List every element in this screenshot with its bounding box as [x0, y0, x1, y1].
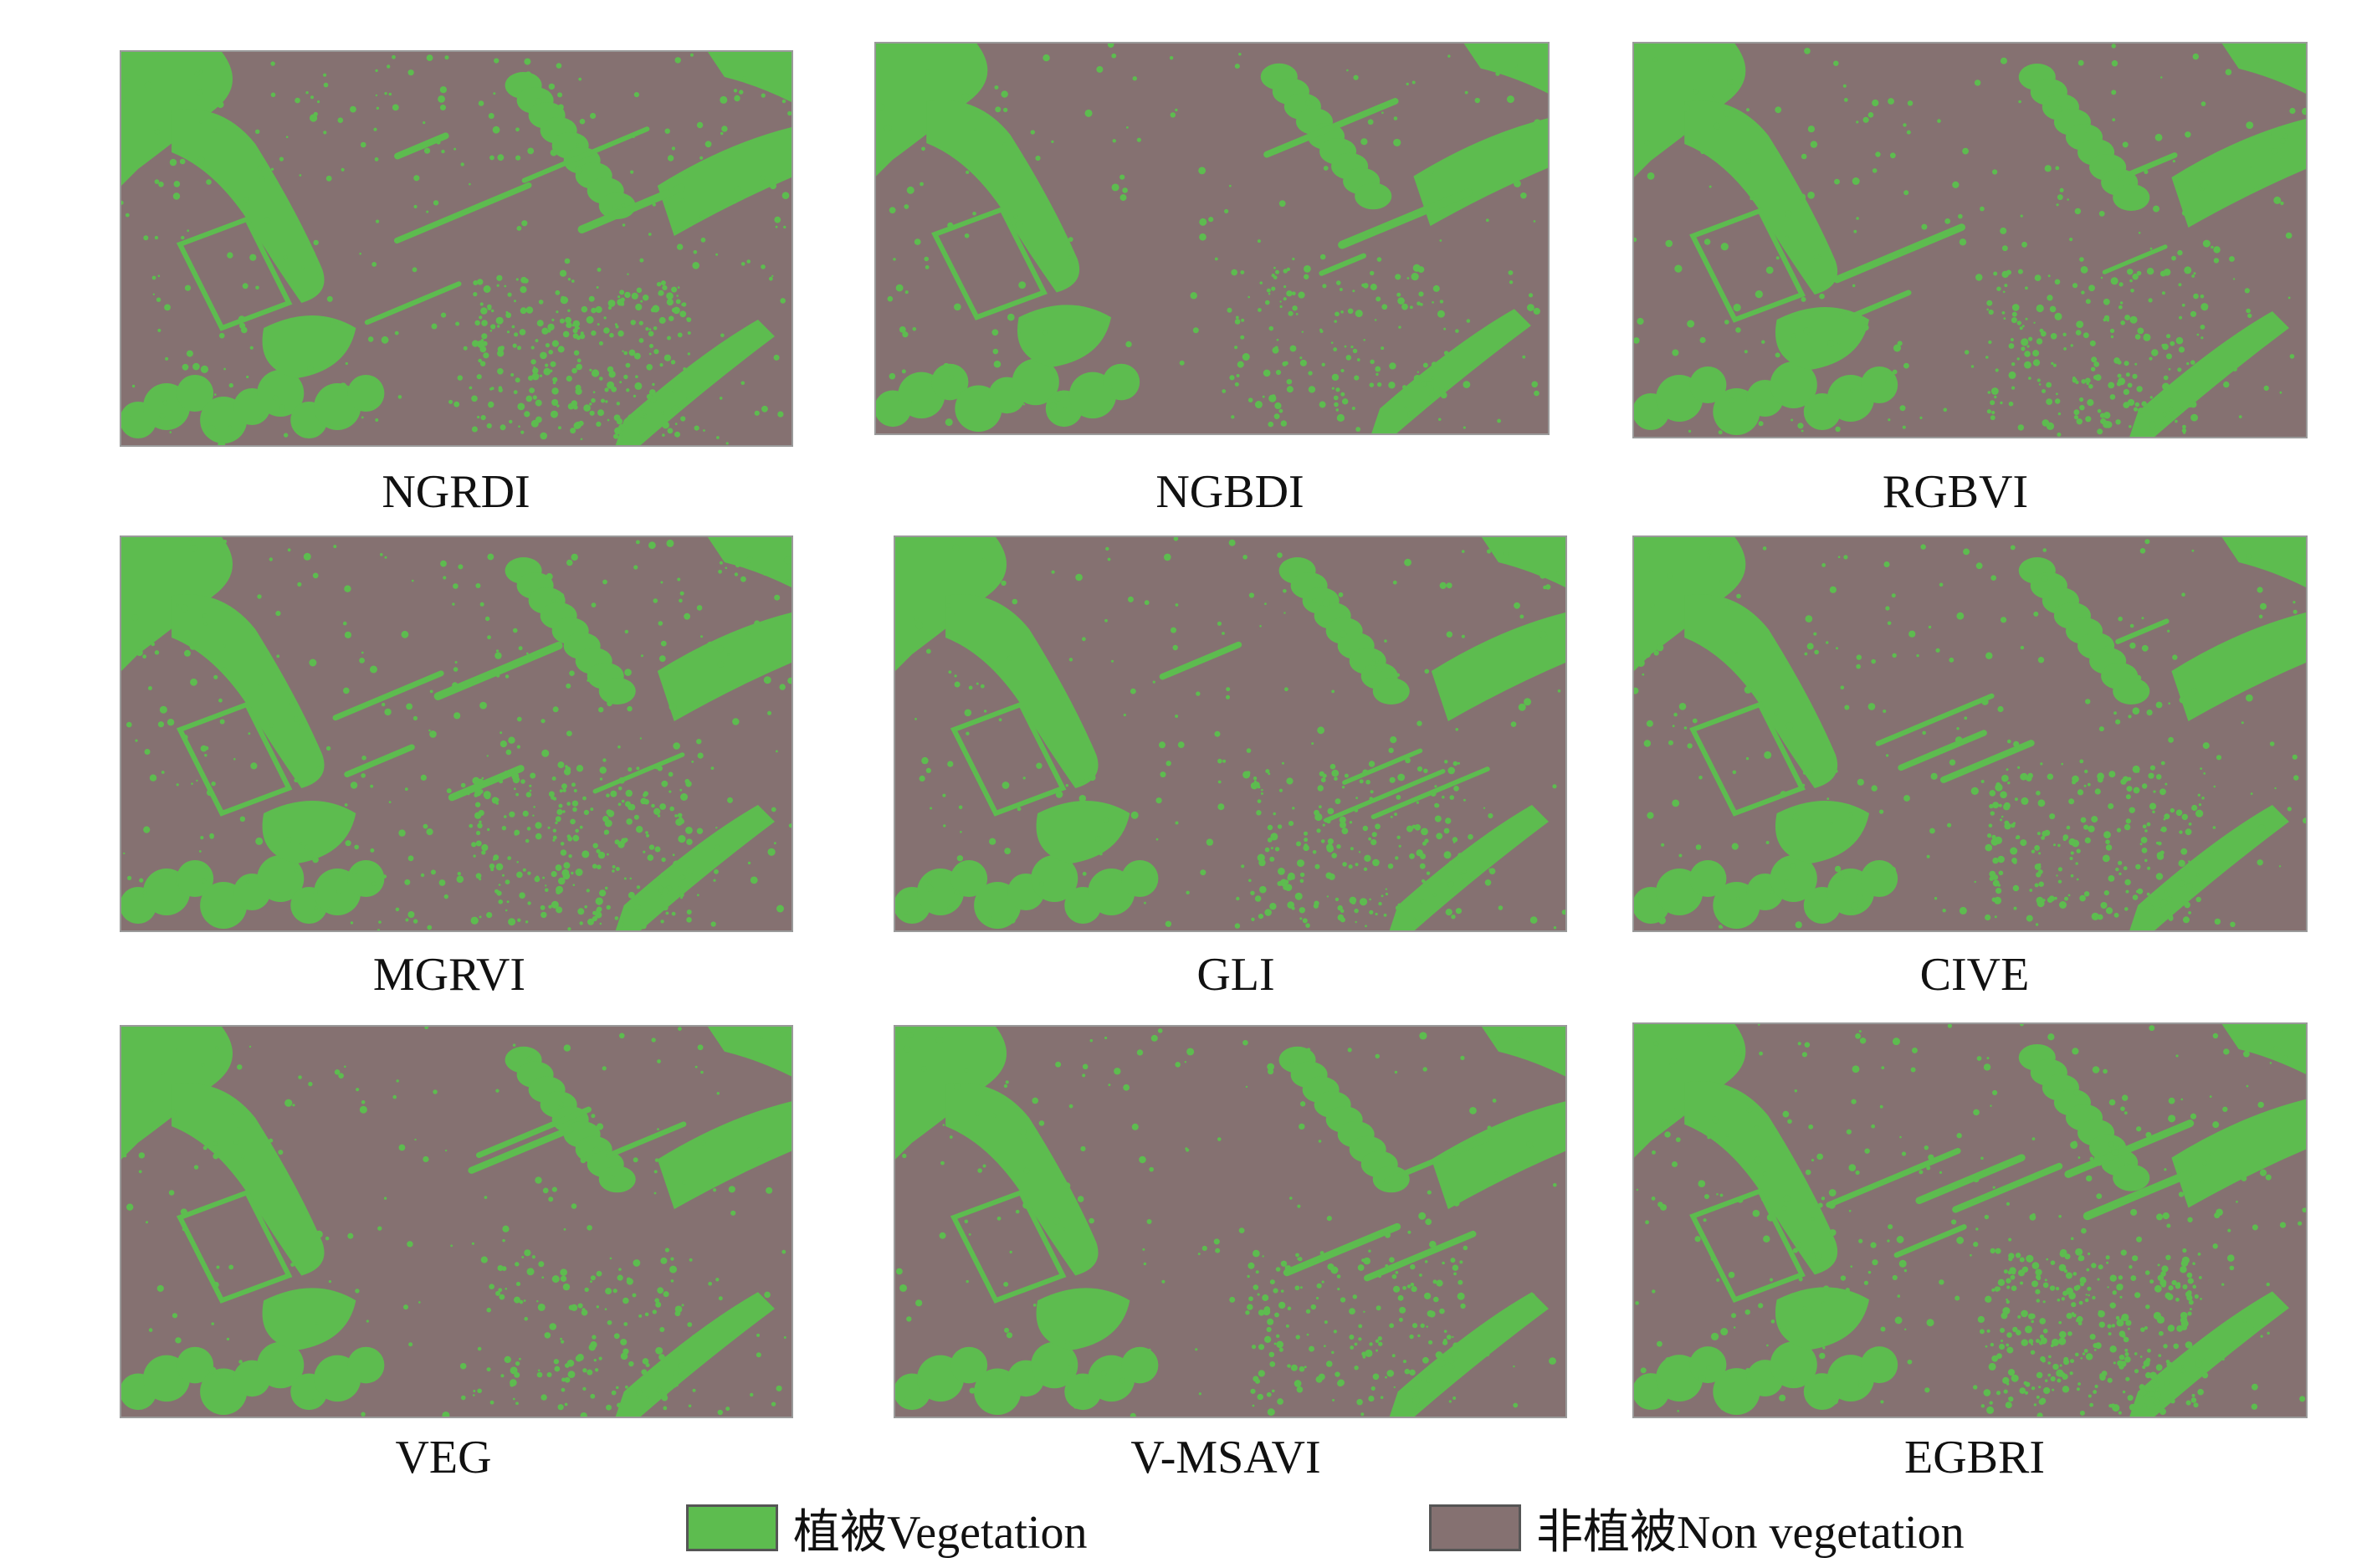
vegetation-cover: [895, 537, 1565, 930]
vegetation-map: [1634, 1024, 2306, 1417]
vegetation-cover: [121, 52, 792, 445]
vegetation-map: [121, 1027, 792, 1417]
vegetation-map: [895, 1027, 1565, 1417]
panel-caption: NGRDI: [382, 466, 530, 518]
vegetation-cover: [876, 44, 1548, 433]
panel-caption: RGBVI: [1882, 466, 2029, 518]
panel-caption: V-MSAVI: [1130, 1432, 1321, 1483]
map-panel-cive: [1632, 535, 2308, 932]
map-panel-egbri: [1632, 1022, 2308, 1418]
panel-caption: CIVE: [1919, 949, 2030, 1001]
map-panel-gli: [894, 535, 1567, 932]
vegetation-cover: [121, 537, 792, 930]
panel-caption: MGRVI: [372, 949, 526, 1001]
panel-caption: GLI: [1196, 949, 1275, 1001]
map-panel-veg: [120, 1025, 793, 1418]
vegetation-map: [1634, 537, 2306, 930]
vegetation-cover: [1634, 1024, 2306, 1417]
vegetation-cover: [1634, 537, 2306, 930]
vegetation-cover: [121, 1027, 792, 1417]
building-footprint: [176, 1189, 293, 1304]
vegetation-cover: [1634, 44, 2306, 437]
legend-non-vegetation-label: 非植被Non vegetation: [1536, 1506, 1965, 1559]
vegetation-map: [895, 537, 1565, 930]
building-footprint: [1689, 1187, 1806, 1304]
panel-caption: NGBDI: [1155, 466, 1304, 518]
building-footprint: [176, 216, 293, 331]
building-footprint: [1689, 701, 1806, 817]
non-vegetation-swatch: [1429, 1504, 1521, 1551]
legend-vegetation: 植被Vegetation: [686, 1503, 1087, 1559]
building-footprint: [950, 1189, 1067, 1304]
vegetation-cover: [895, 1027, 1565, 1417]
vegetation-map: [121, 52, 792, 445]
legend-vegetation-label: 植被Vegetation: [793, 1506, 1088, 1559]
map-panel-mgrvi: [120, 535, 793, 932]
vegetation-swatch: [686, 1504, 778, 1551]
vegetation-map: [1634, 44, 2306, 437]
building-footprint: [1689, 208, 1806, 323]
vegetation-map: [121, 537, 792, 930]
legend-non-vegetation: 非植被Non vegetation: [1429, 1503, 1965, 1559]
panel-caption: EGBRI: [1904, 1432, 2045, 1483]
building-footprint: [931, 206, 1048, 320]
map-panel-v-msavi: [894, 1025, 1567, 1418]
map-panel-rgbvi: [1632, 42, 2308, 438]
map-panel-ngbdi: [874, 42, 1550, 435]
building-footprint: [176, 701, 293, 817]
panel-caption: VEG: [395, 1432, 492, 1483]
map-panel-ngrdi: [120, 50, 793, 447]
building-footprint: [950, 701, 1067, 817]
vegetation-map: [876, 44, 1548, 433]
